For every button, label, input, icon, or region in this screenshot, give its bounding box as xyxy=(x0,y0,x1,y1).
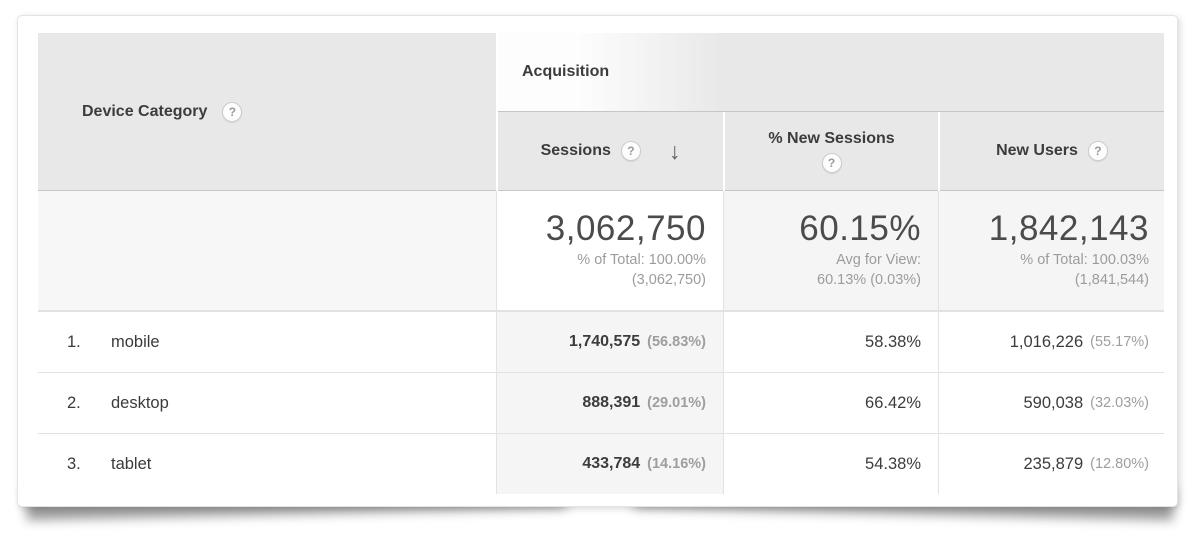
summary-dimension-cell xyxy=(38,191,496,311)
sessions-value-cell: 1,740,575 (56.83%) xyxy=(496,311,723,372)
new-users-percent: (32.03%) xyxy=(1090,395,1149,411)
new-users-value: 590,038 xyxy=(1023,393,1084,412)
report-card: Device Category ? Acquisition Sessions ?… xyxy=(17,15,1178,507)
summary-sessions-subline-2: (3,062,750) xyxy=(631,272,706,288)
sessions-percent: (29.01%) xyxy=(647,395,706,411)
pct-new-sessions-header-cell[interactable]: % New Sessions ? xyxy=(725,112,938,191)
summary-sessions-value: 3,062,750 xyxy=(545,209,706,248)
row-dimension-label: desktop xyxy=(111,393,169,412)
pct-new-sessions-value-cell: 66.42% xyxy=(723,372,938,433)
acquisition-group-header-cell: Acquisition xyxy=(498,33,1164,112)
table-row-dimension: 2. desktop xyxy=(38,372,496,433)
table-row-dimension: 3. tablet xyxy=(38,433,496,494)
pct-new-sessions-value-cell: 58.38% xyxy=(723,311,938,372)
row-index: 1. xyxy=(67,332,81,351)
table-row-dimension: 1. mobile xyxy=(38,311,496,372)
pct-new-sessions-value: 66.42% xyxy=(865,393,921,412)
summary-pct-new-sessions-value: 60.15% xyxy=(799,209,921,248)
sessions-header-cell[interactable]: Sessions ? ↓ xyxy=(498,112,723,191)
pct-new-sessions-value: 58.38% xyxy=(865,332,921,351)
sessions-value-cell: 888,391 (29.01%) xyxy=(496,372,723,433)
sort-descending-arrow-icon[interactable]: ↓ xyxy=(668,137,681,164)
row-index: 2. xyxy=(67,393,81,412)
summary-new-users-subline-2: (1,841,544) xyxy=(1074,272,1149,288)
analytics-table: Device Category ? Acquisition Sessions ?… xyxy=(38,33,1164,494)
new-users-help-icon[interactable]: ? xyxy=(1087,141,1108,161)
sessions-header-label: Sessions xyxy=(540,142,611,159)
row-index: 3. xyxy=(67,454,81,473)
summary-pct-new-sessions-subline-1: Avg for View: xyxy=(836,252,921,268)
device-category-help-icon[interactable]: ? xyxy=(222,101,243,122)
row-dimension-label: tablet xyxy=(111,454,152,473)
summary-sessions-subline-1: % of Total: 100.00% xyxy=(577,252,706,268)
device-category-header-cell[interactable]: Device Category ? xyxy=(38,33,496,191)
pct-new-sessions-help-icon[interactable]: ? xyxy=(821,152,842,173)
row-dimension-label: mobile xyxy=(111,332,160,351)
new-users-percent: (55.17%) xyxy=(1090,334,1149,350)
summary-pct-new-sessions-subline-2: 60.13% (0.03%) xyxy=(817,272,921,288)
sessions-percent: (56.83%) xyxy=(647,334,706,350)
pct-new-sessions-value-cell: 54.38% xyxy=(723,433,938,494)
summary-new-users-cell: 1,842,143 % of Total: 100.03% (1,841,544… xyxy=(938,191,1164,311)
new-users-value: 235,879 xyxy=(1023,454,1084,473)
pct-new-sessions-value: 54.38% xyxy=(865,454,921,473)
new-users-value-cell: 235,879 (12.80%) xyxy=(938,433,1164,494)
new-users-value-cell: 1,016,226 (55.17%) xyxy=(938,311,1164,372)
sessions-value: 433,784 xyxy=(582,455,641,472)
pct-new-sessions-header-label: % New Sessions xyxy=(768,129,895,147)
summary-sessions-cell: 3,062,750 % of Total: 100.00% (3,062,750… xyxy=(496,191,723,311)
new-users-header-label: New Users xyxy=(996,142,1078,159)
device-category-label: Device Category xyxy=(82,102,208,120)
summary-new-users-subline-1: % of Total: 100.03% xyxy=(1020,252,1149,268)
sessions-value: 888,391 xyxy=(582,394,641,411)
sessions-help-icon[interactable]: ? xyxy=(620,141,641,161)
new-users-header-cell[interactable]: New Users ? xyxy=(940,112,1164,191)
sessions-percent: (14.16%) xyxy=(647,456,706,472)
sessions-value: 1,740,575 xyxy=(568,333,641,350)
sessions-value-cell: 433,784 (14.16%) xyxy=(496,433,723,494)
new-users-value-cell: 590,038 (32.03%) xyxy=(938,372,1164,433)
acquisition-label: Acquisition xyxy=(522,63,610,80)
summary-pct-new-sessions-cell: 60.15% Avg for View: 60.13% (0.03%) xyxy=(723,191,938,311)
new-users-value: 1,016,226 xyxy=(1009,332,1084,351)
summary-new-users-value: 1,842,143 xyxy=(988,209,1149,248)
new-users-percent: (12.80%) xyxy=(1090,456,1149,472)
